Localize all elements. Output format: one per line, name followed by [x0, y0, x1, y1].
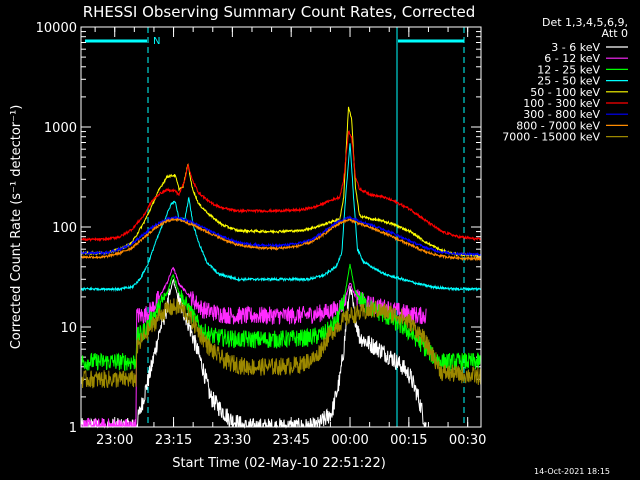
x-tick-label: 00:00 — [331, 433, 368, 448]
x-tick-label: 00:15 — [390, 433, 427, 448]
y-tick-label: 1 — [69, 421, 77, 436]
legend-label: 7000 - 15000 keV — [502, 131, 600, 144]
series-line-0 — [80, 278, 427, 429]
series-group — [80, 106, 482, 429]
timestamp: 14-Oct-2021 18:15 — [534, 467, 610, 476]
legend-label: 300 - 800 keV — [523, 108, 600, 121]
series-line-1 — [80, 266, 427, 429]
series-line-8 — [80, 298, 482, 389]
y-tick-label: 100 — [52, 221, 77, 236]
x-tick-label: 23:45 — [272, 433, 309, 448]
legend-label: 12 - 25 keV — [537, 63, 600, 76]
legend-header-line-2: Att 0 — [602, 27, 628, 40]
y-tick-label: 10 — [60, 321, 77, 336]
legend-label: 100 - 300 keV — [523, 97, 600, 110]
series-line-4 — [80, 106, 482, 258]
legend-label: 3 - 6 keV — [551, 41, 600, 54]
series-line-7 — [80, 217, 482, 262]
legend-label: 25 - 50 keV — [537, 75, 600, 88]
legend-label: 6 - 12 keV — [544, 52, 600, 65]
x-tick-label: 00:30 — [449, 433, 486, 448]
series-line-6 — [80, 215, 482, 257]
x-tick-label: 23:00 — [96, 433, 133, 448]
y-tick-label: 1000 — [44, 121, 77, 136]
x-tick-label: 23:30 — [214, 433, 251, 448]
chart-title: RHESSI Observing Summary Count Rates, Co… — [83, 3, 476, 21]
legend-header-line-1: Det 1,3,4,5,6,9, — [542, 16, 628, 29]
series-line-5 — [80, 130, 482, 243]
x-tick-label: 23:15 — [155, 433, 192, 448]
night-marker: N — [153, 36, 160, 47]
series-line-3 — [80, 143, 482, 293]
legend-label: 50 - 100 keV — [530, 86, 600, 99]
plot-frame — [80, 26, 482, 428]
y-tick-label: 10000 — [36, 21, 77, 36]
legend-label: 800 - 7000 keV — [516, 119, 600, 132]
x-axis-label: Start Time (02-May-10 22:51:22) — [172, 456, 386, 471]
y-axis-label: Corrected Count Rate (s⁻¹ detector⁻¹) — [9, 105, 24, 350]
